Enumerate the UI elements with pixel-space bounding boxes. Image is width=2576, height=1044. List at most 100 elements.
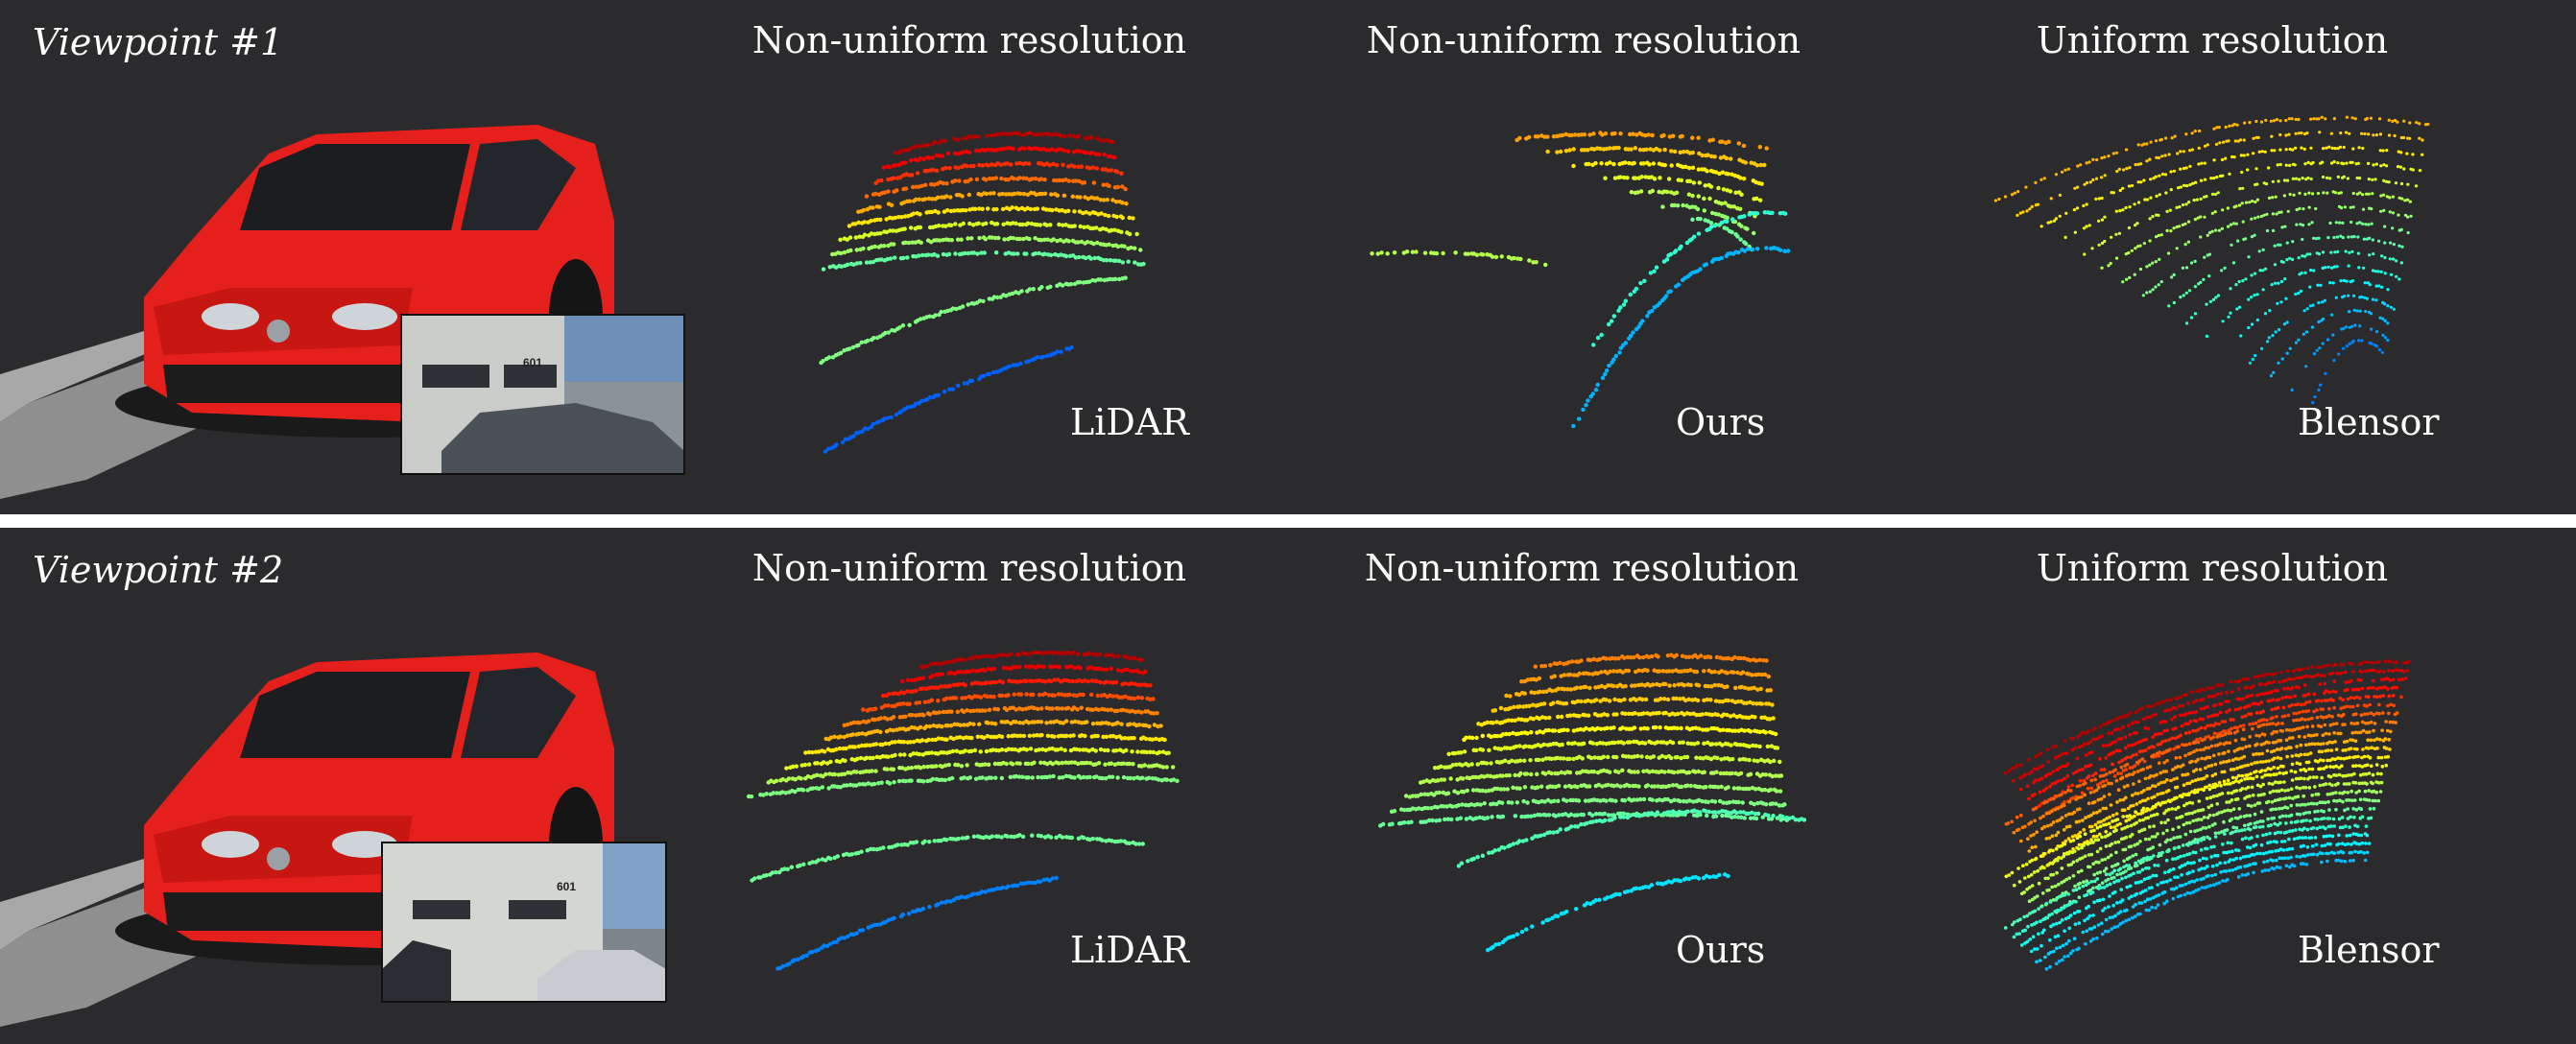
scan-line — [2018, 676, 2408, 792]
scan-line — [1545, 145, 1767, 168]
scan-line — [2141, 220, 2410, 297]
street-photo-inset — [400, 314, 685, 475]
scan-line — [1533, 652, 1769, 669]
scan-line — [823, 344, 1074, 454]
column-title-blensor: Uniform resolution — [2036, 547, 2389, 589]
scan-line — [2012, 771, 2383, 888]
scan-line — [2029, 841, 2372, 954]
scan-line — [2100, 190, 2412, 270]
scan-line — [2167, 234, 2404, 308]
scan-line — [1389, 796, 1787, 814]
viewpoint-panel-2: 601 Viewpoint #2 Non-uniform resolution … — [0, 528, 2576, 1044]
scan-line — [873, 160, 1124, 185]
scan-line — [881, 677, 1153, 699]
street-photo-inset — [381, 842, 667, 1003]
inset-building-number: 601 — [523, 356, 542, 369]
scan-line — [2012, 720, 2397, 835]
scan-line — [2019, 728, 2393, 843]
scan-line — [2269, 308, 2390, 378]
scan-line — [1591, 210, 1788, 347]
scan-line — [2121, 204, 2413, 284]
lidar-point-cloud — [819, 130, 1146, 454]
scan-line — [1462, 724, 1778, 743]
scan-line — [823, 719, 1163, 742]
scan-line — [2039, 145, 2424, 228]
scan-line — [1504, 681, 1773, 699]
column-title-ours: Non-uniform resolution — [1366, 19, 1801, 61]
scan-line — [1432, 753, 1782, 771]
scan-line — [1571, 160, 1764, 186]
scan-line — [766, 760, 1176, 785]
scan-line — [1418, 768, 1784, 785]
scan-line — [803, 732, 1167, 755]
scan-line — [2035, 849, 2370, 964]
scan-line — [819, 275, 1128, 366]
scan-line — [2027, 737, 2391, 853]
scan-line — [2012, 668, 2410, 783]
scan-line — [1993, 115, 2430, 202]
method-label-blensor: Blensor — [2298, 401, 2440, 443]
ours-point-cloud — [1370, 130, 1791, 429]
scan-line — [1491, 696, 1775, 713]
blensor-point-cloud — [1993, 115, 2430, 405]
scan-line — [2063, 160, 2422, 239]
inset-building-number: 601 — [557, 880, 576, 893]
scan-line — [746, 773, 1180, 799]
scan-line — [2004, 711, 2399, 826]
scan-line — [2083, 175, 2419, 256]
scan-line — [1370, 249, 1548, 268]
scan-line — [1486, 872, 1730, 953]
method-label-lidar: LiDAR — [1070, 401, 1189, 443]
scan-line — [775, 875, 1059, 971]
method-label-ours: Ours — [1676, 401, 1766, 443]
blensor-point-cloud — [2003, 659, 2411, 971]
ours-point-cloud — [1378, 652, 1807, 953]
column-title-lidar: Non-uniform resolution — [751, 547, 1187, 589]
scan-line — [1476, 710, 1776, 727]
scan-line — [861, 691, 1156, 713]
viewpoint-1-illustration: 601 — [0, 115, 2430, 499]
scan-line — [900, 664, 1148, 684]
scan-line — [856, 190, 1129, 214]
lidar-point-cloud — [746, 650, 1180, 971]
scan-line — [1519, 668, 1771, 684]
scan-line — [821, 250, 1146, 272]
scan-line — [2003, 815, 2373, 930]
scan-line — [2248, 294, 2396, 365]
scan-line — [2239, 278, 2390, 338]
scan-line — [1456, 808, 1807, 868]
scan-line — [1629, 188, 1757, 219]
scan-line — [2184, 249, 2403, 325]
scan-line — [2027, 685, 2399, 801]
scan-line — [881, 146, 1117, 170]
scan-line — [893, 130, 1115, 155]
scan-line — [2044, 858, 2368, 971]
scan-line — [2019, 832, 2370, 947]
method-label-ours: Ours — [1676, 929, 1766, 971]
viewpoint-panel-1: 601 Viewpoint #1 Non-uniform resolution … — [0, 0, 2576, 514]
scan-line — [2015, 130, 2424, 217]
scan-line — [2019, 780, 2384, 896]
viewpoint-label: Viewpoint #1 — [33, 21, 284, 63]
scan-line — [2003, 659, 2411, 775]
scan-line — [1403, 782, 1783, 799]
scan-line — [847, 205, 1135, 228]
column-title-ours: Non-uniform resolution — [1364, 547, 1800, 589]
scan-line — [2012, 823, 2369, 939]
scan-line — [2311, 339, 2384, 405]
method-label-blensor: Blensor — [2298, 929, 2440, 971]
scan-line — [2290, 323, 2390, 392]
scan-line — [784, 747, 1171, 771]
column-title-lidar: Non-uniform resolution — [751, 19, 1187, 61]
method-label-lidar: LiDAR — [1070, 929, 1189, 971]
scan-line — [864, 176, 1128, 199]
scan-line — [842, 705, 1159, 727]
scan-line — [1515, 130, 1769, 151]
scan-line — [838, 220, 1139, 242]
column-title-blensor: Uniform resolution — [2036, 19, 2389, 61]
scan-line — [2004, 763, 2389, 879]
scan-line — [750, 833, 1145, 883]
scan-line — [830, 235, 1143, 257]
viewpoint-label: Viewpoint #2 — [33, 549, 284, 591]
scan-line — [2205, 264, 2401, 338]
